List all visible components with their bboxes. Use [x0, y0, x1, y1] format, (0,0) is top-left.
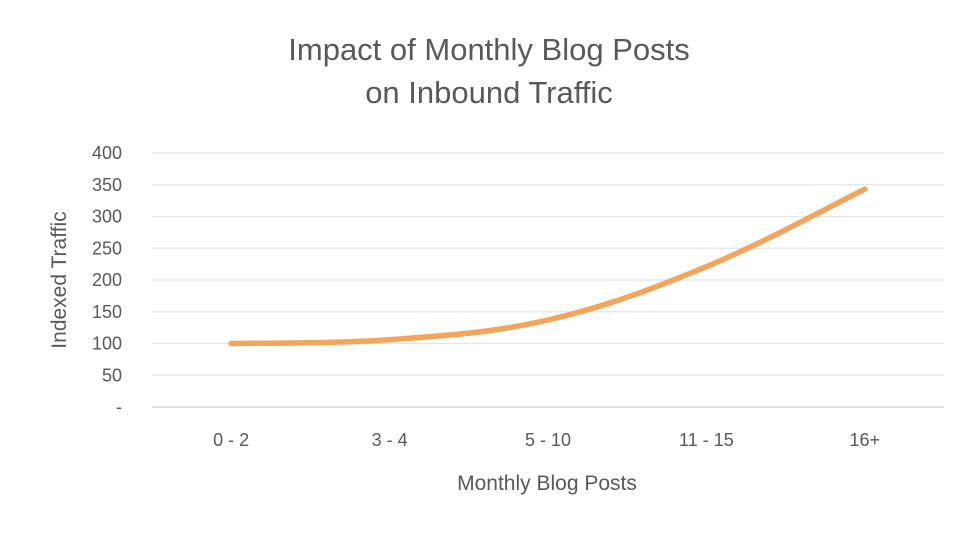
- y-tick-label: -: [116, 397, 122, 417]
- y-axis-ticks: - 50 100 150 200 250 300 350 400: [92, 143, 122, 417]
- series-line: [228, 186, 868, 347]
- chart-title-line-2: on Inbound Traffic: [365, 75, 613, 110]
- x-axis-title: Monthly Blog Posts: [457, 472, 637, 495]
- y-tick-label: 200: [92, 270, 122, 290]
- y-tick-label: 300: [92, 207, 122, 227]
- y-axis-title: Indexed Traffic: [48, 211, 71, 348]
- y-tick-label: 250: [92, 238, 122, 258]
- series-group: [228, 186, 868, 347]
- chart-title-line-1: Impact of Monthly Blog Posts: [288, 32, 690, 67]
- x-tick-label: 0 - 2: [213, 430, 249, 450]
- x-tick-label: 11 - 15: [679, 430, 734, 450]
- y-tick-label: 350: [92, 175, 122, 195]
- y-tick-label: 100: [92, 334, 122, 354]
- y-tick-label: 150: [92, 302, 122, 322]
- y-tick-label: 50: [102, 365, 122, 385]
- x-tick-label: 5 - 10: [525, 430, 571, 450]
- x-axis-ticks: 0 - 2 3 - 4 5 - 10 11 - 15 16+: [213, 430, 880, 450]
- x-tick-label: 3 - 4: [372, 430, 408, 450]
- x-tick-label: 16+: [850, 430, 881, 450]
- chart-title: Impact of Monthly Blog Posts on Inbound …: [0, 28, 978, 114]
- gridlines: [152, 152, 944, 408]
- y-tick-label: 400: [92, 143, 122, 163]
